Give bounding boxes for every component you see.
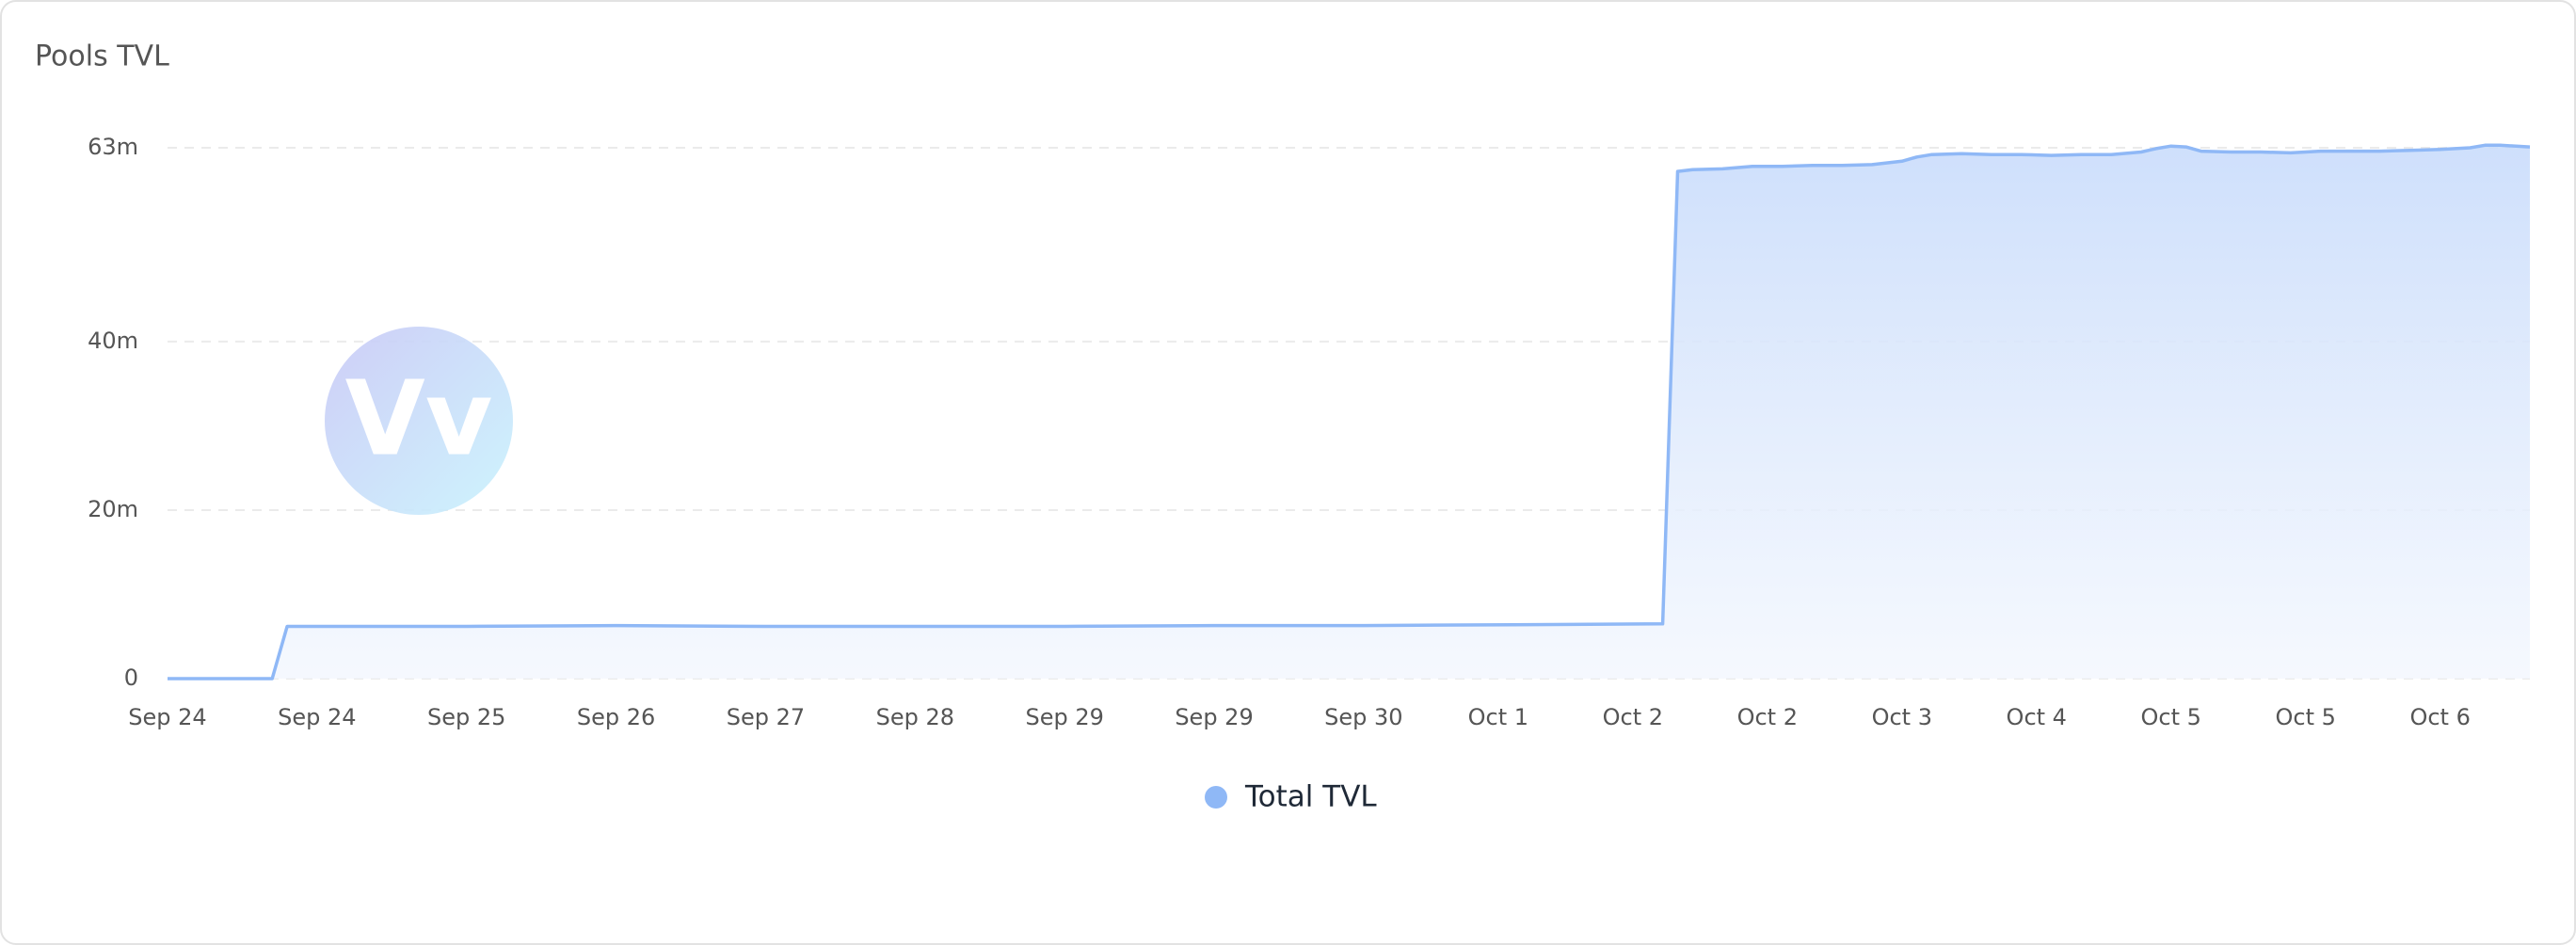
x-tick-label: Sep 29 <box>1025 704 1103 730</box>
x-tick-label: Sep 28 <box>876 704 954 730</box>
y-tick-label: 63m <box>88 134 138 160</box>
x-tick-label: Oct 4 <box>2007 704 2067 730</box>
x-tick-label: Oct 2 <box>1603 704 1663 730</box>
x-tick-label: Sep 27 <box>727 704 805 730</box>
x-tick-label: Sep 30 <box>1324 704 1402 730</box>
x-tick-label: Sep 26 <box>577 704 655 730</box>
x-tick-label: Sep 25 <box>427 704 505 730</box>
area <box>168 145 2530 680</box>
x-tick-label: Oct 5 <box>2141 704 2201 730</box>
line <box>168 143 2531 681</box>
x-tick-label: Oct 1 <box>1468 704 1528 730</box>
y-tick-label: 20m <box>88 496 138 522</box>
x-tick-label: Oct 6 <box>2409 704 2470 730</box>
watermark-logo <box>325 327 513 515</box>
x-tick-label: Sep 24 <box>278 704 356 730</box>
chart-title: Pools TVL <box>35 40 169 73</box>
legend-marker <box>1205 786 1227 809</box>
legend-label: Total TVL <box>1244 780 1377 814</box>
plot: 0 20m 40m 63m Sep 24 Sep 24 Sep 25 Sep 26 Sep 27… <box>88 134 2531 814</box>
watermark-text: Vv <box>345 358 493 478</box>
x-tick-label: Oct 3 <box>1872 704 1932 730</box>
x-tick-label: Sep 24 <box>128 704 206 730</box>
y-tick-label: 0 <box>124 665 138 691</box>
x-tick-label: Sep 29 <box>1175 704 1253 730</box>
y-tick-label: 40m <box>88 328 138 354</box>
x-tick-label: Oct 2 <box>1737 704 1798 730</box>
x-tick-label: Oct 5 <box>2276 704 2336 730</box>
